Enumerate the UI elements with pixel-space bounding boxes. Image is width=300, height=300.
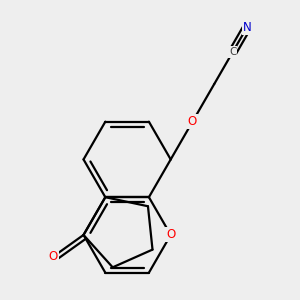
Text: O: O — [166, 228, 175, 242]
Text: N: N — [243, 21, 251, 34]
Text: C: C — [229, 47, 236, 57]
Text: O: O — [188, 115, 197, 128]
Text: O: O — [48, 250, 58, 263]
